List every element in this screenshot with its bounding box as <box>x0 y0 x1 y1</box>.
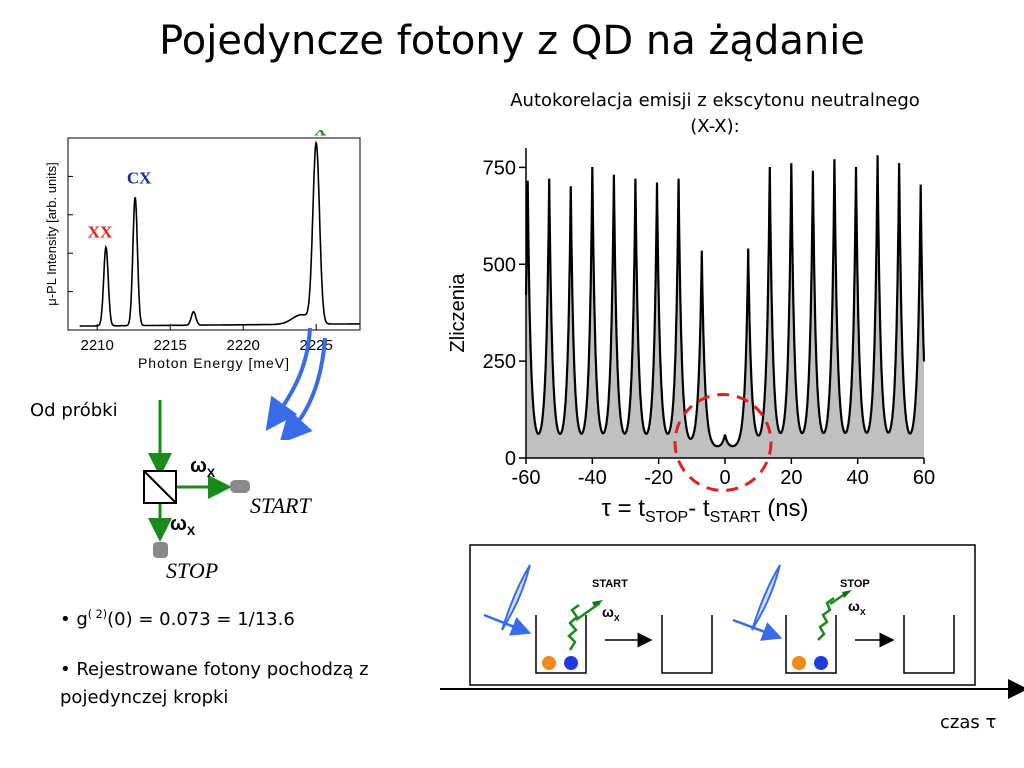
peak-label-cx: CX <box>127 168 152 187</box>
peak-label-x: X <box>314 130 327 139</box>
autocorr-xtick-label: -60 <box>512 467 541 489</box>
red-dashed-circle <box>673 393 773 492</box>
omega-x-label-1: ωX <box>190 455 216 480</box>
autocorr-ytick-label: 750 <box>483 157 516 179</box>
stop-label: STOP <box>166 558 219 583</box>
spectrum-xtick-label: 2215 <box>154 337 187 354</box>
timeline-diagram <box>440 544 1024 699</box>
timeline-stop-label: STOP <box>840 578 870 590</box>
autocorr-line <box>524 155 926 448</box>
autocorr-xtick-label: 60 <box>913 467 935 489</box>
autocorr-xlabel: τ = tSTOP- tSTART (ns) <box>601 495 808 526</box>
from-sample-label: Od próbki <box>30 400 118 421</box>
spectrum-xtick-label: 2210 <box>81 337 114 354</box>
timeline-omega-1: ωX <box>602 604 620 623</box>
autocorr-ytick-label: 0 <box>505 448 516 470</box>
autocorr-ylabel: Zliczenia <box>447 273 469 353</box>
autocorr-xtick-label: -40 <box>578 467 607 489</box>
spectrum-line <box>79 140 360 327</box>
bullet-g2: • g( 2)(0) = 0.073 = 1/13.6 <box>60 608 295 630</box>
hbt-setup-diagram <box>143 400 250 558</box>
spectrum-ylabel: μ-PL Intensity [arb. units] <box>44 162 59 306</box>
bullet-single-dot: • Rejestrowane fotony pochodzą z pojedyn… <box>60 659 369 708</box>
autocorrelation-chart: 0 250 500 750 -60 -40 -20 0 20 40 60 Zliczenia τ = t… <box>447 148 935 526</box>
laser-pulse-icon <box>501 564 531 631</box>
autocorr-xtick-label: 0 <box>719 467 730 489</box>
timeline-start-label: START <box>592 578 628 590</box>
timeline-omega-2: ωX <box>848 598 866 617</box>
spectrum-xtick-label: 2220 <box>227 337 260 354</box>
autocorr-xtick-label: 20 <box>780 467 802 489</box>
autocorr-xtick-label: -20 <box>644 467 673 489</box>
autocorr-ytick-label: 250 <box>483 351 516 373</box>
spectrum-frame <box>67 137 361 331</box>
time-axis-label: czas τ <box>940 712 997 733</box>
stop-detector-icon <box>153 542 168 558</box>
autocorr-xtick-label: 40 <box>847 467 869 489</box>
omega-x-label-2: ωX <box>170 513 196 538</box>
blue-arrows-graphic <box>265 327 327 440</box>
spectrum-xlabel: Photon Energy [meV] <box>138 355 290 371</box>
cuvette-icon <box>535 615 587 674</box>
peak-label-xx: XX <box>88 222 113 241</box>
start-label: START <box>250 493 311 518</box>
page-title: Pojedyncze fotony z QD na żądanie <box>159 18 865 64</box>
pl-spectrum-chart: 2210221522202225XXCXXPhoton Energy [meV]… <box>44 130 361 371</box>
chart-subtitle: Autokorelacja emisji z ekscytonu neutral… <box>510 90 920 137</box>
start-detector-icon <box>230 480 250 493</box>
autocorr-ytick-label: 500 <box>483 254 516 276</box>
autocorr-area <box>526 155 924 459</box>
